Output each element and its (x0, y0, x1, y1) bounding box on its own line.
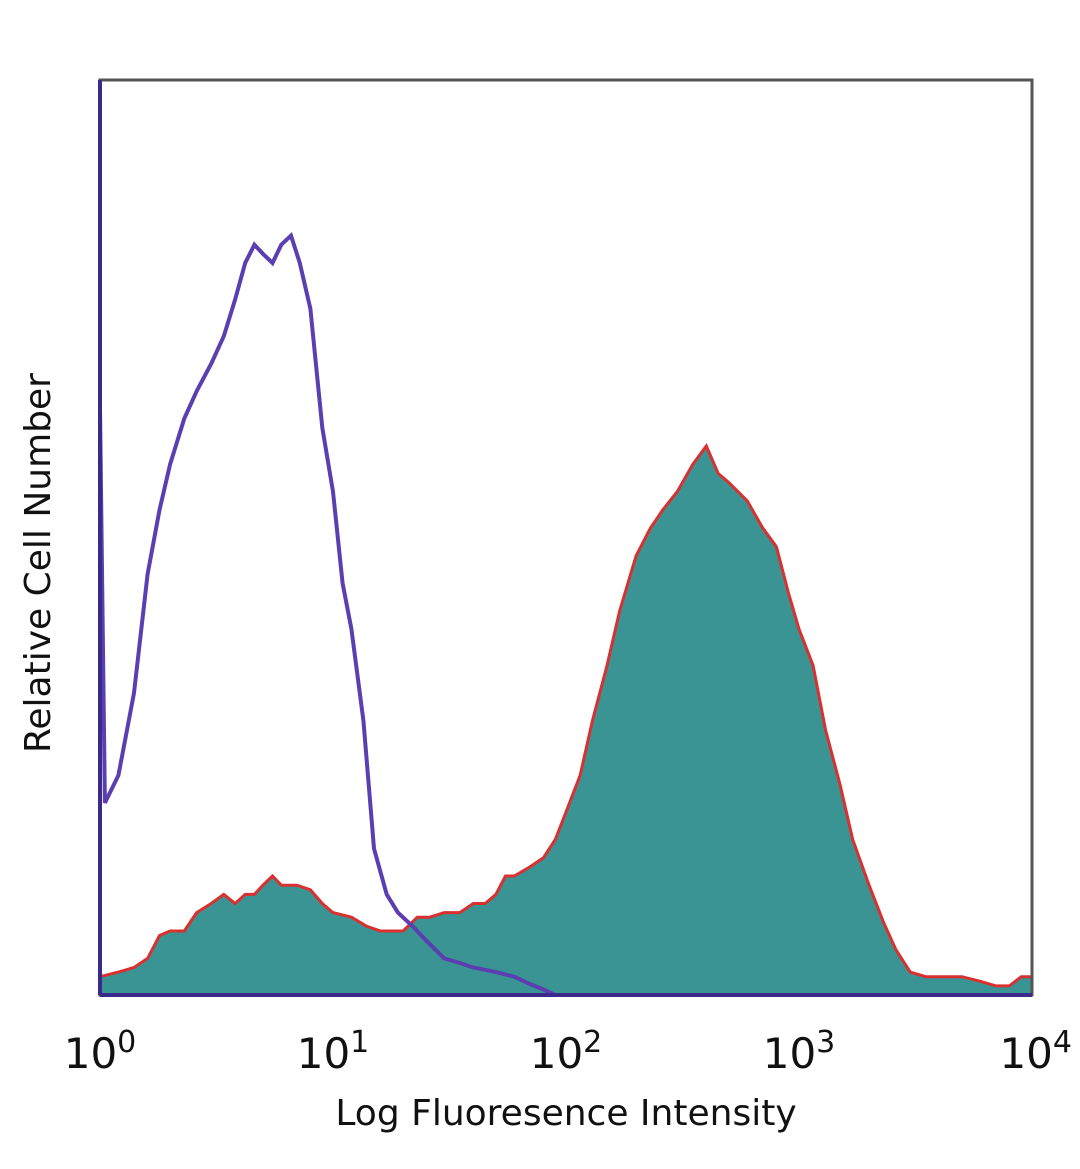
x-tick-label: 102 (530, 1025, 603, 1078)
x-tick-labels: 100 101 102 103 104 (64, 1025, 1072, 1078)
x-tick-label: 103 (763, 1025, 836, 1078)
series-1-area (100, 446, 1032, 995)
series-0-line (98, 231, 557, 997)
x-tick-label: 104 (999, 1025, 1072, 1078)
series-1-outline (99, 443, 1032, 988)
x-tick-label: 100 (64, 1025, 137, 1078)
x-axis-title: Log Fluoresence Intensity (335, 1093, 796, 1134)
series-layer (98, 231, 1032, 997)
y-axis-title: Relative Cell Number (18, 373, 59, 753)
x-tick-label: 101 (297, 1025, 370, 1078)
